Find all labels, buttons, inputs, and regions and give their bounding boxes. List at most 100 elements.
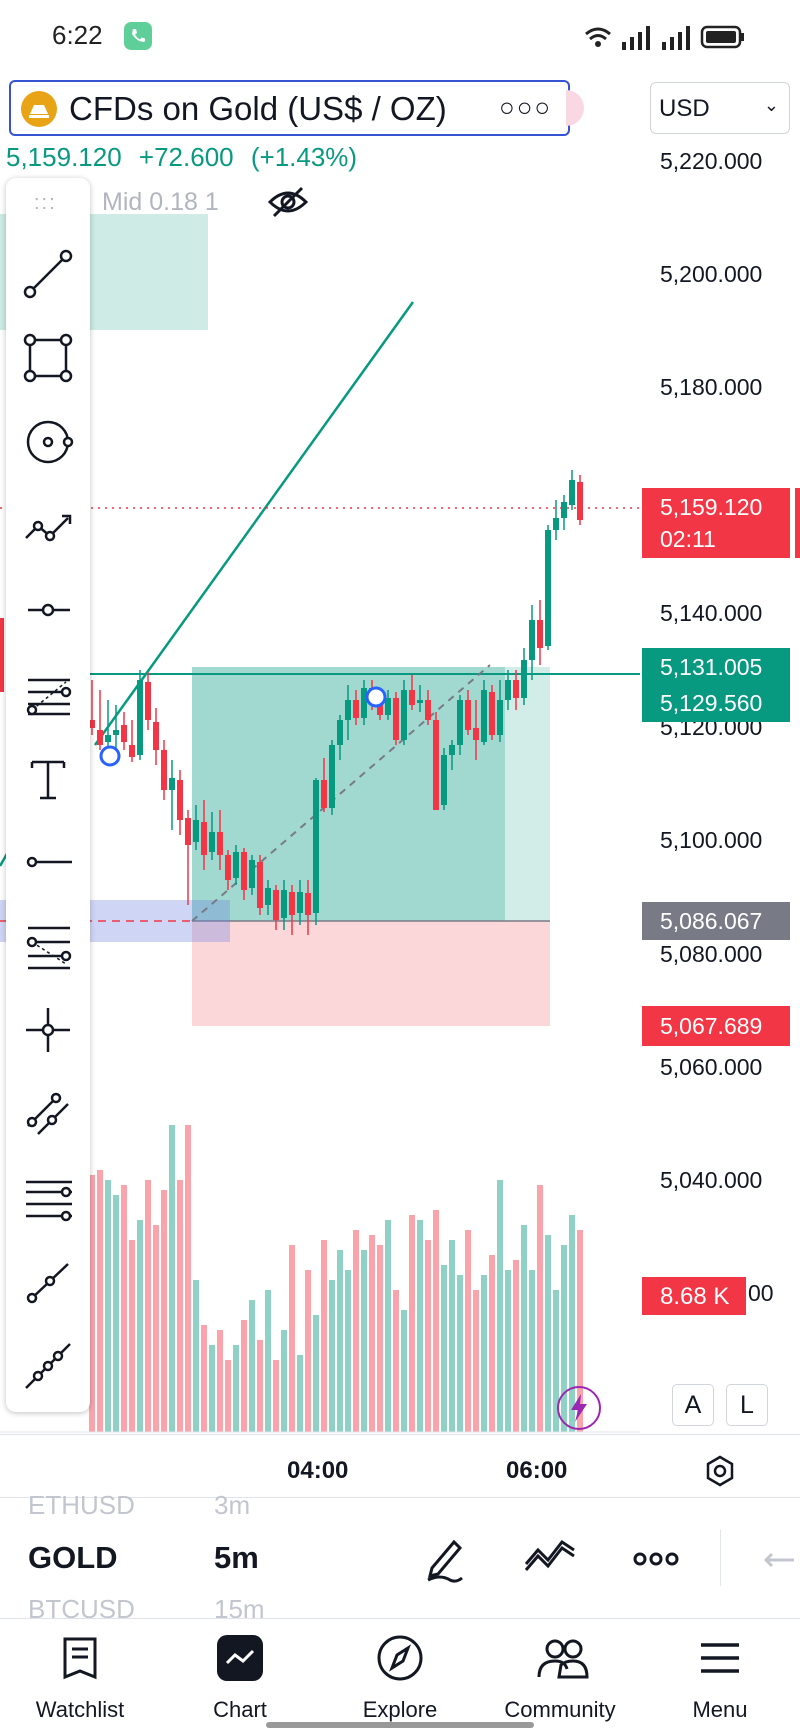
ray-tool-icon[interactable]: [18, 1252, 78, 1312]
pencil-draw-icon[interactable]: [420, 1534, 470, 1589]
signal-icon: [622, 26, 690, 50]
nav-watchlist[interactable]: Watchlist: [10, 1619, 150, 1733]
volume-bar: [145, 1180, 151, 1432]
text-tool-icon[interactable]: [18, 748, 78, 808]
extended-line-tool-icon[interactable]: [18, 1336, 78, 1396]
candle-body: [153, 722, 159, 750]
candle-body: [185, 818, 191, 845]
volume-bar: [249, 1300, 255, 1432]
menu-icon: [701, 1643, 739, 1673]
path-tool-icon[interactable]: [18, 496, 78, 556]
current-interval[interactable]: 5m: [214, 1540, 259, 1575]
volume-bar: [457, 1275, 463, 1432]
volume-bar: [209, 1345, 215, 1432]
long-position-stop-zone: [192, 921, 550, 1026]
volume-bar: [137, 1220, 143, 1432]
lightning-icon[interactable]: [557, 1386, 601, 1430]
symbol-box-edge: [566, 90, 584, 126]
horizontal-line-tool-icon[interactable]: [18, 832, 78, 892]
more-icon[interactable]: [632, 1534, 680, 1589]
symbol-interval-picker[interactable]: ETHUSD 3m GOLD 5m BTCUSD 15m: [0, 1490, 800, 1624]
nav-community[interactable]: Community: [490, 1619, 630, 1733]
circle-tool-icon[interactable]: [18, 412, 78, 472]
candle-body: [545, 530, 551, 646]
more-options-icon[interactable]: ○○○: [499, 92, 553, 122]
indicators-icon[interactable]: [522, 1534, 578, 1589]
volume-bar: [169, 1125, 175, 1432]
fib-retracement-tool-icon[interactable]: [18, 664, 78, 724]
volume-bar: [153, 1225, 159, 1432]
undo-icon[interactable]: [762, 1534, 798, 1589]
candle-body: [145, 682, 151, 720]
time-axis[interactable]: 04:00 06:00: [0, 1434, 800, 1498]
drawing-toolbar: :::: [6, 178, 90, 1412]
volume-bar: [161, 1190, 167, 1432]
candle-body: [393, 698, 399, 740]
prev-symbol[interactable]: ETHUSD: [28, 1490, 135, 1520]
volume-bar: [89, 1175, 95, 1432]
volume-bar: [129, 1240, 135, 1432]
pitchfork-tool-icon[interactable]: [18, 1168, 78, 1228]
fib-extension-tool-icon[interactable]: [18, 916, 78, 976]
crosshair-tool-icon[interactable]: [18, 1000, 78, 1060]
nav-chart[interactable]: Chart: [170, 1619, 310, 1733]
candle-body: [121, 725, 127, 742]
drag-handle-icon[interactable]: :::: [34, 192, 57, 214]
eye-off-icon[interactable]: [266, 184, 310, 225]
currency-select[interactable]: USD ⌄: [650, 82, 790, 134]
price-chart[interactable]: [0, 140, 800, 1434]
candle-body: [249, 860, 255, 888]
volume-bar: [369, 1235, 375, 1432]
trend-line-tool-icon[interactable]: [18, 244, 78, 304]
current-symbol[interactable]: GOLD: [28, 1540, 118, 1575]
candle-body: [361, 688, 367, 718]
candle-body: [305, 893, 311, 915]
candle-body: [481, 690, 487, 742]
candle-body: [577, 482, 583, 520]
community-icon: [537, 1639, 589, 1679]
trend-line: [93, 301, 415, 746]
divider: [720, 1530, 721, 1586]
target-price-tag: 5,131.005 5,129.560: [642, 648, 790, 722]
volume-bar: [553, 1290, 559, 1432]
candle-body: [401, 690, 407, 740]
next-interval[interactable]: 15m: [214, 1594, 265, 1624]
current-price: 5,159.120: [6, 142, 122, 172]
volume-bar: [489, 1255, 495, 1432]
horizontal-ray-tool-icon[interactable]: [18, 580, 78, 640]
indicator-label[interactable]: Mid 0.18 1: [102, 188, 219, 216]
candle-body: [513, 680, 519, 698]
price-axis-label: 5,220.000: [660, 148, 763, 174]
candle-body: [265, 888, 271, 905]
volume-bar: [353, 1230, 359, 1432]
volume-bar: [473, 1290, 479, 1432]
candle-body: [425, 700, 431, 720]
hexagon-settings-icon[interactable]: [702, 1453, 738, 1494]
nav-explore[interactable]: Explore: [330, 1619, 470, 1733]
bottom-nav: Watchlist Chart Explore Community Menu: [0, 1618, 800, 1733]
candle-body: [329, 745, 335, 808]
symbol-search-box[interactable]: CFDs on Gold (US$ / OZ) ○○○: [9, 80, 570, 136]
candle-body: [353, 700, 359, 718]
volume-bar: [409, 1215, 415, 1432]
status-icons: [580, 22, 760, 57]
rectangle-tool-icon[interactable]: [18, 328, 78, 388]
parallel-channel-tool-icon[interactable]: [18, 1084, 78, 1144]
nav-label: Explore: [362, 1697, 438, 1722]
price-summary: 5,159.120 +72.600 (+1.43%): [6, 142, 357, 173]
log-scale-button[interactable]: L: [726, 1384, 768, 1426]
candle-body: [97, 730, 103, 745]
volume-bar: [289, 1245, 295, 1432]
nav-menu[interactable]: Menu: [650, 1619, 790, 1733]
auto-scale-button[interactable]: A: [672, 1384, 714, 1426]
phone-call-icon: [124, 22, 152, 50]
prev-interval[interactable]: 3m: [214, 1490, 251, 1520]
wifi-icon: [585, 27, 611, 41]
candle-body: [561, 502, 567, 518]
anchor-point: [365, 686, 387, 708]
candle-body: [233, 852, 239, 878]
candle-body: [89, 720, 95, 728]
next-symbol[interactable]: BTCUSD: [28, 1594, 135, 1624]
volume-bar: [273, 1360, 279, 1432]
candle-body: [209, 832, 215, 852]
